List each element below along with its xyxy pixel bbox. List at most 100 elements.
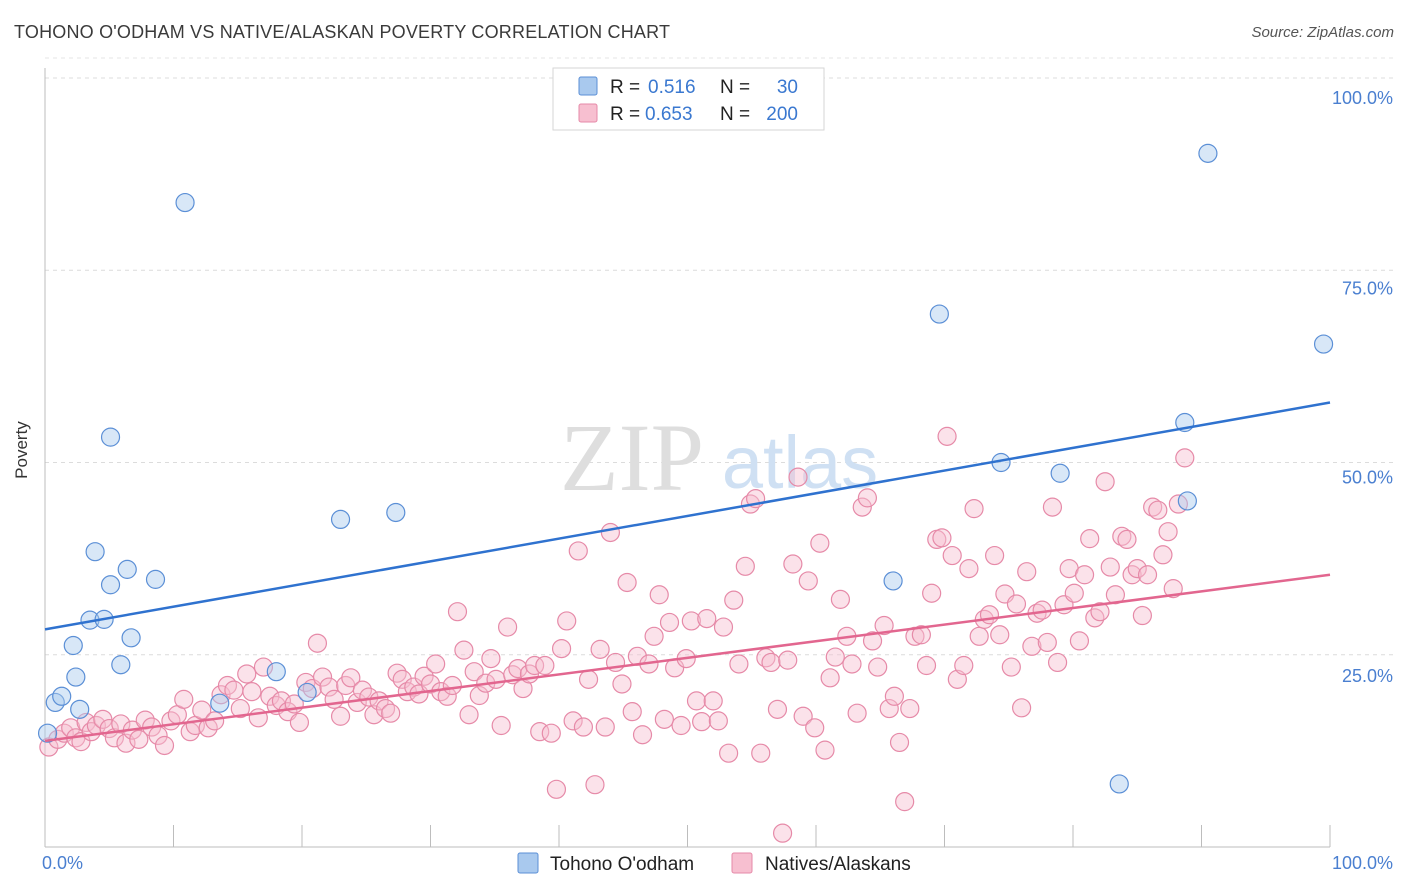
natives-alaskans-point-161 xyxy=(942,545,962,566)
natives-alaskans-point-57 xyxy=(381,703,401,723)
natives-alaskans-point-50 xyxy=(341,668,361,688)
natives-alaskans-trend-line xyxy=(44,573,1331,743)
natives-alaskans-point-133 xyxy=(793,706,813,726)
tohono-oodham-point-25 xyxy=(1109,774,1129,794)
natives-alaskans-point-33 xyxy=(242,682,262,702)
tohono-oodham-point-27 xyxy=(1177,491,1197,511)
tohono-oodham-point-11 xyxy=(111,655,131,675)
tohono-oodham-point-19 xyxy=(330,509,351,530)
tohono-oodham-point-24 xyxy=(1050,463,1070,483)
natives-alaskans-point-129 xyxy=(772,823,793,843)
tohono-oodham-point-15 xyxy=(175,192,195,213)
natives-alaskans-point-130 xyxy=(778,650,798,670)
y-tick-label-0: 25.0% xyxy=(1342,666,1393,686)
natives-alaskans-point-184 xyxy=(1064,583,1084,603)
natives-alaskans-point-113 xyxy=(686,691,707,711)
natives-alaskans-point-128 xyxy=(767,699,788,719)
natives-alaskans-point-112 xyxy=(681,611,701,631)
natives-alaskans-point-152 xyxy=(895,792,915,812)
series-legend-label-pink: Natives/Alaskans xyxy=(765,854,911,875)
natives-alaskans-point-170 xyxy=(990,625,1010,645)
natives-alaskans-point-92 xyxy=(573,717,594,737)
natives-alaskans-point-70 xyxy=(454,640,474,660)
natives-alaskans-point-87 xyxy=(546,779,567,799)
natives-alaskans-point-12 xyxy=(111,714,131,734)
tohono-oodham-point-9 xyxy=(100,575,121,595)
natives-alaskans-point-88 xyxy=(551,638,572,659)
tohono-oodham-point-16 xyxy=(210,693,230,713)
natives-alaskans-point-83 xyxy=(524,655,545,676)
natives-alaskans-point-91 xyxy=(568,541,588,561)
natives-alaskans-point-101 xyxy=(622,702,642,722)
natives-alaskans-point-110 xyxy=(671,715,691,736)
natives-alaskans-point-193 xyxy=(1112,526,1132,546)
source-label: Source: ZipAtlas.com xyxy=(1251,24,1394,41)
natives-alaskans-point-189 xyxy=(1090,602,1110,622)
natives-alaskans-point-100 xyxy=(617,572,637,593)
natives-alaskans-point-35 xyxy=(253,657,274,677)
tohono-oodham-point-3 xyxy=(63,635,83,656)
natives-alaskans-point-19 xyxy=(154,735,175,756)
natives-alaskans-point-150 xyxy=(884,686,904,706)
natives-alaskans-point-76 xyxy=(486,669,506,689)
tohono-oodham-point-14 xyxy=(145,569,166,589)
tohono-oodham-point-20 xyxy=(386,502,406,523)
natives-alaskans-point-205 xyxy=(1175,448,1195,468)
natives-alaskans-point-72 xyxy=(464,662,484,682)
natives-alaskans-point-201 xyxy=(1153,545,1173,565)
legend-r-value-1: 0.516 xyxy=(648,77,696,98)
natives-alaskans-point-194 xyxy=(1117,529,1137,550)
natives-alaskans-point-59 xyxy=(392,669,412,689)
y-tick-label-1: 50.0% xyxy=(1342,468,1393,488)
natives-alaskans-point-132 xyxy=(788,467,808,487)
natives-alaskans-point-200 xyxy=(1148,500,1168,520)
tohono-oodham-point-18 xyxy=(297,682,317,703)
natives-alaskans-point-144 xyxy=(852,497,872,517)
natives-alaskans-point-146 xyxy=(862,631,883,651)
natives-alaskans-point-188 xyxy=(1085,608,1105,628)
natives-alaskans-point-116 xyxy=(703,691,723,711)
natives-alaskans-point-175 xyxy=(1017,562,1037,582)
natives-alaskans-point-118 xyxy=(713,617,734,637)
y-tick-label-3: 100.0% xyxy=(1332,88,1393,108)
natives-alaskans-point-147 xyxy=(868,657,888,677)
natives-alaskans-point-198 xyxy=(1137,565,1158,585)
grid-lines xyxy=(45,57,1395,656)
tohono-oodham-point-0 xyxy=(37,723,58,743)
natives-alaskans-point-73 xyxy=(469,685,489,706)
tohono-oodham-point-22 xyxy=(929,304,949,324)
natives-alaskans-point-202 xyxy=(1158,522,1178,542)
natives-alaskans-point-75 xyxy=(481,648,501,669)
natives-alaskans-point-64 xyxy=(420,674,441,694)
natives-alaskans-point-191 xyxy=(1100,557,1120,577)
series-legend: Tohono O'odham Natives/Alaskans xyxy=(517,852,911,875)
y-tick-label-2: 75.0% xyxy=(1342,278,1393,298)
natives-alaskans-point-139 xyxy=(825,647,845,667)
tohono-oodham-trend-line xyxy=(44,401,1331,631)
tohono-oodham-point-10 xyxy=(100,427,121,447)
natives-alaskans-point-163 xyxy=(954,655,974,676)
natives-alaskans-point-156 xyxy=(916,655,937,676)
natives-alaskans-point-120 xyxy=(724,590,744,610)
x-tick-label-0: 0.0% xyxy=(42,853,83,873)
tohono-oodham-point-13 xyxy=(121,628,141,648)
natives-alaskans-point-86 xyxy=(541,723,561,743)
natives-alaskans-point-121 xyxy=(729,654,749,674)
natives-alaskans-point-185 xyxy=(1069,631,1090,651)
natives-alaskans-point-77 xyxy=(491,715,511,736)
natives-alaskans-point-108 xyxy=(659,612,680,633)
natives-alaskans-point-122 xyxy=(735,556,755,576)
watermark: ZIP atlas xyxy=(560,404,878,511)
tohono-oodham-point-29 xyxy=(1313,334,1334,354)
natives-alaskans-point-80 xyxy=(508,658,528,679)
chart-title: TOHONO O'ODHAM VS NATIVE/ALASKAN POVERTY… xyxy=(14,22,671,42)
natives-alaskans-point-48 xyxy=(330,706,351,726)
tohono-oodham-point-12 xyxy=(117,559,137,579)
natives-alaskans-point-71 xyxy=(459,705,479,725)
natives-alaskans-point-195 xyxy=(1122,565,1142,585)
trend-lines xyxy=(44,401,1331,743)
natives-alaskans-point-85 xyxy=(535,655,555,676)
natives-alaskans-point-190 xyxy=(1095,472,1115,492)
natives-alaskans-point-131 xyxy=(783,554,803,574)
